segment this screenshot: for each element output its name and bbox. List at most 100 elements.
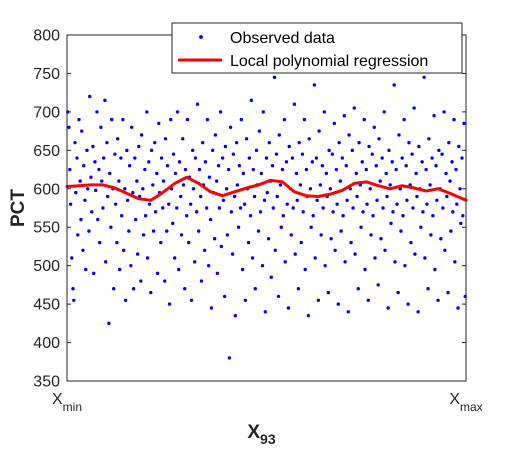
data-point	[131, 190, 135, 195]
data-point	[326, 290, 331, 295]
data-point	[447, 140, 451, 145]
data-point	[125, 198, 130, 203]
data-point	[430, 156, 434, 160]
data-point	[127, 229, 131, 233]
y-tick-label: 750	[33, 66, 60, 83]
data-point	[106, 194, 110, 199]
data-point	[167, 302, 172, 306]
data-point	[169, 117, 173, 122]
data-point	[331, 210, 335, 214]
data-point	[316, 298, 321, 302]
data-point	[323, 263, 327, 268]
data-point	[155, 171, 159, 176]
data-point	[420, 160, 424, 164]
data-point	[163, 137, 168, 141]
data-point	[451, 210, 455, 214]
data-point	[444, 171, 448, 176]
data-point	[407, 140, 411, 145]
data-point	[222, 294, 227, 299]
data-point	[72, 298, 76, 302]
data-point	[210, 148, 215, 153]
y-tick-label: 800	[33, 28, 60, 45]
data-point	[103, 98, 107, 103]
data-point	[97, 167, 101, 172]
data-point	[198, 194, 203, 199]
data-point	[145, 256, 150, 260]
data-point	[355, 194, 359, 199]
data-point	[88, 94, 92, 99]
data-point	[121, 248, 126, 252]
data-point	[434, 164, 438, 168]
x-axis-title: X93	[247, 422, 275, 447]
data-point	[104, 260, 108, 264]
data-point	[243, 298, 248, 302]
data-point	[173, 171, 178, 176]
data-point	[370, 152, 374, 156]
data-point	[286, 306, 291, 310]
data-point	[109, 225, 113, 229]
data-point	[199, 279, 204, 283]
data-point	[392, 83, 396, 87]
data-point	[450, 160, 454, 164]
data-point	[452, 117, 456, 122]
data-point	[357, 140, 361, 145]
data-point	[189, 298, 194, 302]
data-point	[216, 164, 221, 168]
data-point	[249, 98, 254, 103]
data-point	[149, 290, 153, 295]
data-point	[271, 206, 275, 210]
data-point	[117, 179, 121, 183]
data-point	[307, 137, 311, 141]
data-point	[141, 187, 145, 191]
data-point	[260, 263, 265, 268]
data-point	[109, 117, 114, 122]
data-point	[340, 156, 345, 160]
data-point	[442, 110, 446, 114]
data-point	[177, 160, 182, 164]
data-point	[221, 198, 226, 203]
data-point	[453, 260, 457, 264]
data-point	[244, 137, 249, 141]
data-point	[356, 287, 360, 291]
data-point	[214, 179, 219, 183]
legend-label-regression: Local polynomial regression	[230, 53, 428, 70]
data-point	[123, 298, 128, 302]
data-point	[292, 102, 297, 106]
data-point	[159, 240, 163, 245]
data-point	[364, 167, 368, 172]
data-point	[389, 221, 393, 226]
data-point	[436, 298, 440, 302]
data-point	[71, 287, 75, 291]
data-point	[387, 148, 391, 153]
data-point	[147, 202, 152, 206]
data-point	[301, 210, 305, 214]
data-point	[127, 164, 132, 168]
data-point	[70, 256, 74, 260]
data-point	[454, 167, 458, 172]
data-point	[329, 237, 333, 241]
data-point	[446, 290, 450, 295]
data-point	[440, 152, 444, 156]
data-point	[384, 171, 388, 176]
data-point	[371, 213, 375, 218]
data-point	[179, 233, 184, 237]
data-point	[294, 171, 299, 176]
data-point	[81, 248, 85, 252]
legend: Observed data Local polynomial regression	[171, 22, 463, 74]
data-point	[346, 310, 350, 314]
data-point	[253, 287, 258, 291]
data-point	[75, 156, 79, 160]
data-point	[291, 206, 295, 210]
data-point	[338, 179, 343, 183]
data-point	[161, 179, 166, 183]
data-point	[90, 210, 94, 214]
data-point	[258, 210, 263, 214]
data-point	[410, 152, 414, 156]
data-point	[363, 267, 367, 272]
data-point	[177, 267, 181, 272]
data-point	[381, 206, 385, 210]
data-point	[129, 263, 133, 268]
data-point	[401, 213, 405, 218]
data-point	[313, 256, 317, 260]
data-point	[208, 217, 213, 222]
